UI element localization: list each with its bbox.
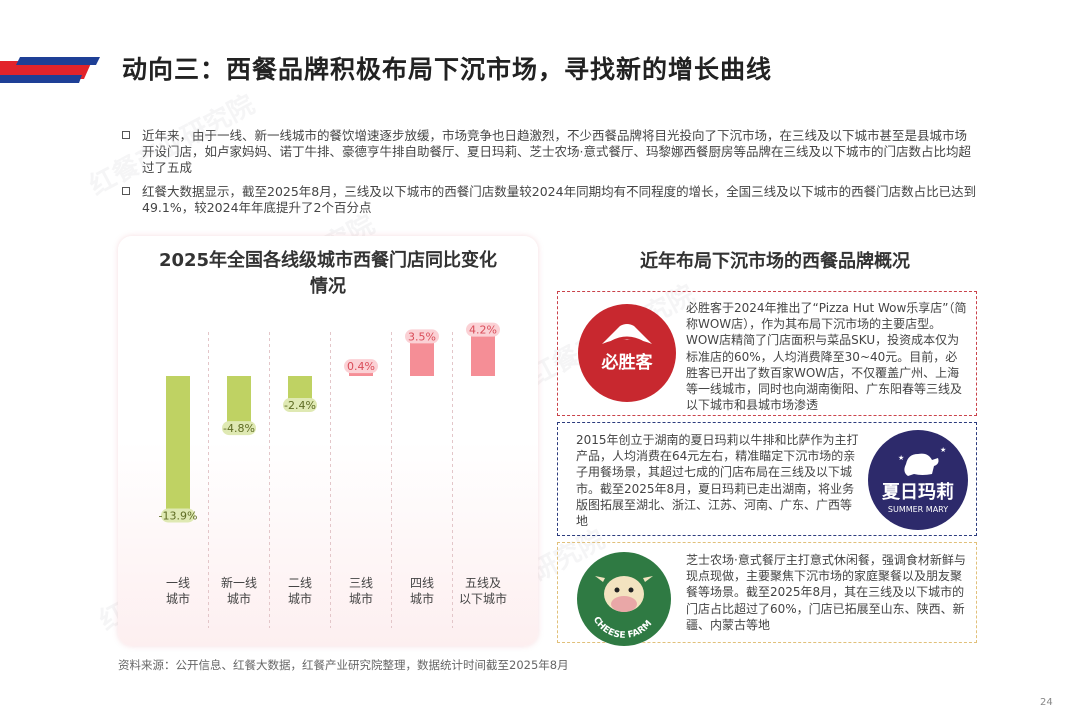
category-label: 二线 [288, 576, 312, 590]
category-label: 新一线 [221, 575, 257, 590]
square-bullet-icon [122, 131, 130, 139]
bullet-text: 红餐大数据显示，截至2025年8月，三线及以下城市的西餐门店数量较2024年同期… [142, 184, 977, 215]
data-label-pill [222, 421, 256, 436]
brand-card-pizzahut [557, 291, 977, 416]
data-label: 3.5% [408, 330, 436, 343]
data-label: -2.4% [284, 399, 316, 412]
chart-panel: 2025年全国各线级城市西餐门店同比变化 情况 -13.9% 一线 城市 -4.8% 新… [118, 236, 538, 646]
category-label: 城市 [288, 591, 312, 606]
data-label-pill [344, 359, 378, 374]
category-label: 四线 [410, 576, 434, 590]
chart-title-line: 2025年全国各线级城市西餐门店同比变化 [158, 250, 498, 271]
data-label: 0.4% [347, 360, 375, 373]
bar [166, 376, 190, 510]
category-label: 城市 [410, 591, 434, 606]
bullet-list: 近年来，由于一线、新一线城市的餐饮增速逐步放缓，市场竞争也日趋激烈，不少西餐品牌… [118, 128, 978, 224]
pizzahut-logo-label: 必胜客 [601, 352, 654, 373]
bar [288, 376, 312, 400]
cheesefarm-description: 芝士农场·意式餐厅主打意式休闲餐，强调食材新鲜与现点现做，主要聚焦下沉市场的家庭… [686, 553, 966, 632]
summermary-description: 2015年创立于湖南的夏日玛莉以牛排和比萨作为主打产品，人均消费在64元左右，精… [576, 433, 859, 529]
brand-card-cheesefarm [557, 542, 977, 643]
bullet-item: 近年来，由于一线、新一线城市的餐饮增速逐步放缓，市场竞争也日趋激烈，不少西餐品牌… [118, 128, 978, 176]
pizzahut-hat-icon: 必胜客 [601, 324, 654, 373]
header-stripes [0, 57, 100, 83]
chart-title: 2025年全国各线级城市西餐门店同比变化 情况 [138, 248, 518, 300]
pizzahut-description: 必胜客于2024年推出了“Pizza Hut Wow乐享店”（简称WOW店），作… [686, 301, 967, 413]
data-label-pill [283, 398, 317, 413]
summermary-dog-icon: ★ ★ 夏日玛莉 SUMMER MARY [882, 446, 954, 514]
brands-section-title: 近年布局下沉市场的西餐品牌概况 [640, 251, 910, 272]
brand-card-summermary [557, 422, 977, 536]
chart-title-line: 情况 [310, 276, 346, 297]
data-label-pill [466, 322, 500, 337]
svg-text:★: ★ [940, 446, 946, 454]
cheesefarm-cow-icon: CHEESE FARM [591, 576, 655, 641]
cheesefarm-logo: CHEESE FARM [577, 552, 671, 646]
bullet-text: 近年来，由于一线、新一线城市的餐饮增速逐步放缓，市场竞争也日趋激烈，不少西餐品牌… [142, 128, 971, 175]
summermary-logo: ★ ★ 夏日玛莉 SUMMER MARY [868, 430, 968, 530]
pizzahut-logo: 必胜客 [578, 304, 676, 402]
bar [471, 335, 495, 376]
summermary-logo-english: SUMMER MARY [888, 505, 948, 514]
data-label-pill [161, 508, 195, 523]
summermary-logo-label: 夏日玛莉 [882, 482, 954, 503]
category-label: 以下城市 [459, 591, 507, 606]
bar [410, 342, 434, 376]
bar [349, 372, 373, 376]
page-number: 24 [1040, 697, 1053, 708]
source-note: 资料来源：公开信息、红餐大数据，红餐产业研究院整理，数据统计时间截至2025年8… [118, 658, 569, 672]
category-label: 五线及 [465, 576, 501, 590]
category-label: 城市 [227, 591, 251, 606]
bullet-item: 红餐大数据显示，截至2025年8月，三线及以下城市的西餐门店数量较2024年同期… [118, 184, 978, 216]
data-label: -4.8% [223, 422, 255, 435]
data-label-pill [405, 329, 439, 344]
bar-chart: -13.9%一线城市-4.8%新一线城市-2.4%二线城市0.4%三线城市3.5… [159, 322, 507, 628]
page-title: 动向三：西餐品牌积极布局下沉市场，寻找新的增长曲线 [122, 55, 773, 84]
data-label: -13.9% [159, 509, 198, 522]
square-bullet-icon [122, 187, 130, 195]
cheesefarm-logo-label: CHEESE FARM [591, 615, 655, 641]
bar [227, 376, 251, 423]
svg-text:★: ★ [898, 454, 904, 462]
category-label: 城市 [166, 591, 190, 606]
category-label: 城市 [349, 591, 373, 606]
category-label: 三线 [349, 576, 373, 590]
data-label: 4.2% [469, 324, 497, 337]
category-label: 一线 [166, 576, 190, 590]
